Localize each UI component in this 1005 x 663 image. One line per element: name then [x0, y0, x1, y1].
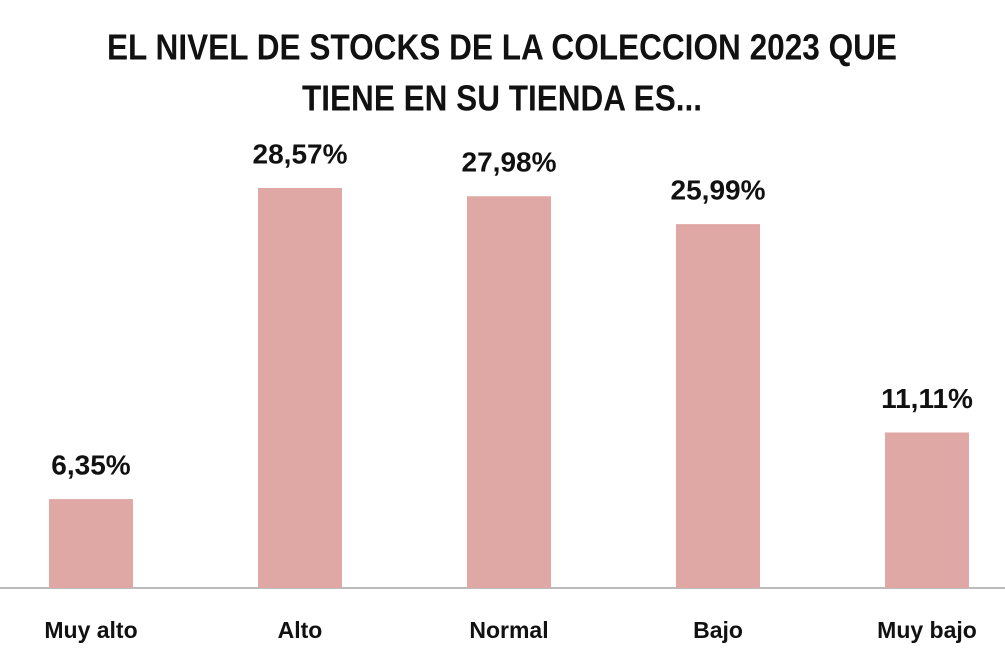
bar: [49, 499, 133, 588]
bar: [467, 196, 551, 588]
value-label: 27,98%: [462, 147, 557, 178]
bar: [676, 224, 760, 588]
chart-title: EL NIVEL DE STOCKS DE LA COLECCION 2023 …: [107, 27, 897, 68]
bar: [885, 432, 969, 588]
x-tick-label: Muy alto: [44, 617, 137, 643]
value-label: 6,35%: [51, 449, 130, 480]
x-tick-label: Bajo: [693, 617, 743, 643]
value-label: 11,11%: [881, 383, 973, 414]
bar: [258, 188, 342, 588]
x-tick-label: Alto: [278, 617, 323, 643]
x-tick-label: Muy bajo: [877, 617, 977, 643]
value-label: 28,57%: [253, 138, 348, 169]
chart-title: TIENE EN SU TIENDA ES...: [302, 78, 702, 119]
x-tick-label: Normal: [469, 617, 548, 643]
value-label: 25,99%: [671, 175, 766, 206]
